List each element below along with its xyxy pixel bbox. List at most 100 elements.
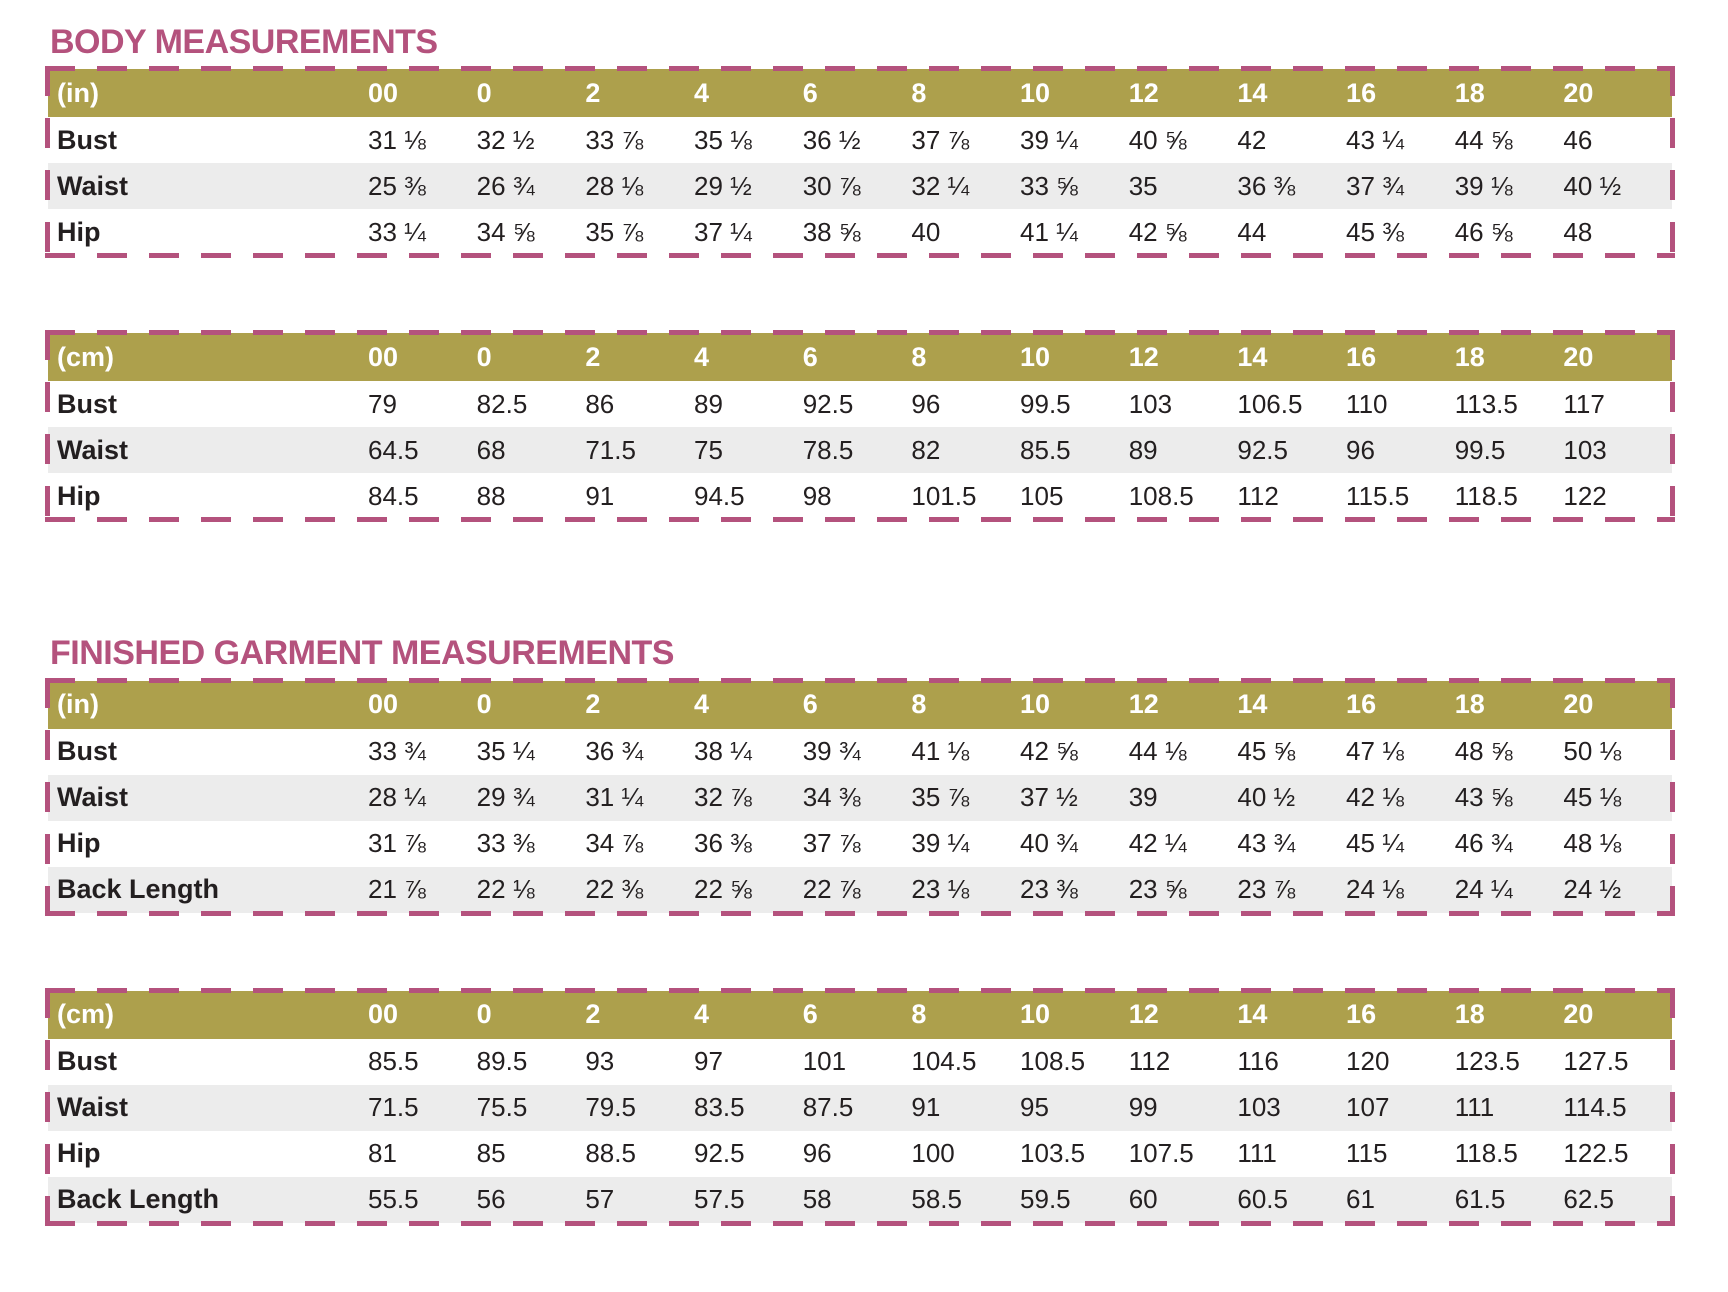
size-column-header: 14 xyxy=(1237,341,1268,372)
measurement-value: 30 ⅞ xyxy=(802,170,861,201)
size-column-header: 2 xyxy=(585,341,601,372)
table-row: Waist 28 ¼ 29 ¾ 31 ¼ 32 ⅞ 34 ⅜ 35 ⅞ 37 ½ 39 40 ½ 4… xyxy=(48,774,1672,821)
size-column-header: 10 xyxy=(1020,77,1051,108)
section-finished-garment-measurements: FINISHED GARMENT MEASUREMENTS (in) 00 0 2 4 6… xyxy=(45,634,1728,1226)
measurement-value: 48 ⅝ xyxy=(1454,736,1513,767)
measurement-value: 57 xyxy=(585,1184,615,1215)
measurement-value: 55.5 xyxy=(368,1184,419,1215)
size-column-header: 2 xyxy=(585,77,601,108)
measurement-value: 23 ⅝ xyxy=(1128,874,1187,905)
size-column-header: 20 xyxy=(1563,77,1594,108)
row-label: Hip xyxy=(57,828,101,859)
measurement-value: 23 ⅜ xyxy=(1020,874,1078,905)
table-row: Waist 25 ⅜ 26 ¾ 28 ⅛ 29 ½ 30 ⅞ 32 ¼ 33 ⅝ 35 36 ⅜ 3… xyxy=(48,163,1672,210)
measurement-value: 46 ⅝ xyxy=(1454,216,1513,247)
measurement-value: 37 ¼ xyxy=(694,216,752,247)
table-row: Waist 64.5 68 71.5 75 78.5 82 85.5 89 92.5 96 99.5 1… xyxy=(48,427,1672,474)
measurement-value: 89 xyxy=(694,388,723,419)
measurement-value: 96 xyxy=(1346,434,1375,465)
measurement-value: 92.5 xyxy=(802,388,854,419)
unit-label: (in) xyxy=(57,77,99,108)
measurement-value: 116 xyxy=(1237,1046,1279,1077)
measurement-value: 41 ¼ xyxy=(1020,216,1078,247)
size-column-header: 4 xyxy=(694,341,710,372)
size-column-header: 2 xyxy=(585,999,601,1030)
measurement-value: 117 xyxy=(1563,388,1605,419)
size-column-header: 6 xyxy=(802,77,818,108)
measurement-value: 96 xyxy=(911,388,941,419)
measurement-value: 28 ⅛ xyxy=(585,170,644,201)
measurement-value: 82.5 xyxy=(476,388,528,419)
row-label: Hip xyxy=(57,480,101,511)
size-column-header: 20 xyxy=(1563,341,1594,372)
measurement-value: 42 xyxy=(1237,124,1267,155)
measurement-value: 85.5 xyxy=(368,1046,419,1077)
measurement-value: 123.5 xyxy=(1454,1046,1520,1077)
measurement-value: 101 xyxy=(802,1046,847,1077)
measurement-value: 45 ⅜ xyxy=(1346,216,1404,247)
size-column-header: 18 xyxy=(1454,689,1485,720)
measurement-value: 36 ½ xyxy=(802,124,861,155)
measurement-value: 113.5 xyxy=(1454,388,1518,419)
measurement-value: 118.5 xyxy=(1454,480,1518,511)
measurement-value: 29 ½ xyxy=(694,170,752,201)
measurement-value: 122.5 xyxy=(1563,1138,1629,1169)
row-label: Hip xyxy=(57,1138,101,1169)
size-column-header: 14 xyxy=(1237,77,1268,108)
measurement-value: 34 ⅜ xyxy=(802,782,861,813)
section-body-measurements: BODY MEASUREMENTS (in) 00 0 2 4 6 8 10 12 14 16 18 2… xyxy=(45,23,1728,523)
measurement-value: 37 ½ xyxy=(1020,782,1078,813)
measurement-value: 92.5 xyxy=(1237,434,1288,465)
measurement-value: 33 ¼ xyxy=(368,216,426,247)
table-row: Hip 31 ⅞ 33 ⅜ 34 ⅞ 36 ⅜ 37 ⅞ 39 ¼ 40 ¾ 42 ¼ 43 ¾ 4… xyxy=(48,821,1672,867)
measurement-value: 64.5 xyxy=(368,434,419,465)
size-column-header: 20 xyxy=(1563,689,1594,720)
measurement-value: 95 xyxy=(1020,1092,1049,1123)
measurement-value: 38 ⅝ xyxy=(802,216,861,247)
measurement-value: 57.5 xyxy=(694,1184,745,1215)
measurement-value: 41 ⅛ xyxy=(911,736,970,767)
measurement-value: 44 ⅝ xyxy=(1454,124,1513,155)
size-column-header: 20 xyxy=(1563,999,1594,1030)
measurement-value: 56 xyxy=(476,1184,506,1215)
measurement-value: 42 ⅝ xyxy=(1020,736,1078,767)
measurement-value: 35 ⅞ xyxy=(585,216,644,247)
measurement-value: 39 ¾ xyxy=(802,736,861,767)
measurement-table: (cm) 00 0 2 4 6 8 10 12 14 16 18 20 Bust 85.5 89.5 93 97 1… xyxy=(45,987,1675,1226)
measurement-value: 103 xyxy=(1128,388,1173,419)
measurement-value: 110 xyxy=(1346,388,1388,419)
measurement-value: 39 xyxy=(1128,782,1158,813)
measurement-value: 33 ⅞ xyxy=(585,124,644,155)
size-column-header: 10 xyxy=(1020,689,1051,720)
row-label: Waist xyxy=(57,1092,129,1123)
measurement-value: 61.5 xyxy=(1454,1184,1506,1215)
measurement-value: 26 ¾ xyxy=(476,170,535,201)
table-row: Back Length 55.5 56 57 57.5 58 58.5 59.5 60 60.5 6… xyxy=(48,1176,1672,1223)
size-column-header: 16 xyxy=(1346,999,1377,1030)
table-row: Hip 84.5 88 91 94.5 98 101.5 105 108.5 112 115.5 11… xyxy=(48,473,1672,519)
size-column-header: 4 xyxy=(694,77,710,108)
row-label: Waist xyxy=(57,170,129,201)
measurement-value: 39 ¼ xyxy=(911,828,970,859)
table-row: Hip 81 85 88.5 92.5 96 100 103.5 107.5 111 115 118.… xyxy=(48,1131,1672,1177)
measurement-value: 45 ⅛ xyxy=(1563,782,1622,813)
measurement-value: 75.5 xyxy=(476,1092,528,1123)
body-measurements-title: BODY MEASUREMENTS xyxy=(50,23,438,61)
measurement-value: 29 ¾ xyxy=(476,782,535,813)
size-column-header: 12 xyxy=(1128,689,1159,720)
measurement-value: 58.5 xyxy=(911,1184,962,1215)
measurement-value: 88.5 xyxy=(585,1138,636,1169)
measurement-value: 24 ½ xyxy=(1563,874,1622,905)
measurement-value: 84.5 xyxy=(368,480,419,511)
measurement-value: 60.5 xyxy=(1237,1184,1288,1215)
size-chart-page: BODY MEASUREMENTS (in) 00 0 2 4 6 8 10 12 14 16 18 2… xyxy=(45,23,1728,1226)
size-column-header: 00 xyxy=(368,77,399,108)
measurement-value: 43 ⅝ xyxy=(1454,782,1513,813)
size-column-header: 16 xyxy=(1346,341,1377,372)
measurement-value: 35 ⅞ xyxy=(911,782,970,813)
measurement-value: 103.5 xyxy=(1020,1138,1086,1169)
measurement-value: 115 xyxy=(1346,1138,1388,1169)
measurement-value: 33 ⅜ xyxy=(476,828,535,859)
